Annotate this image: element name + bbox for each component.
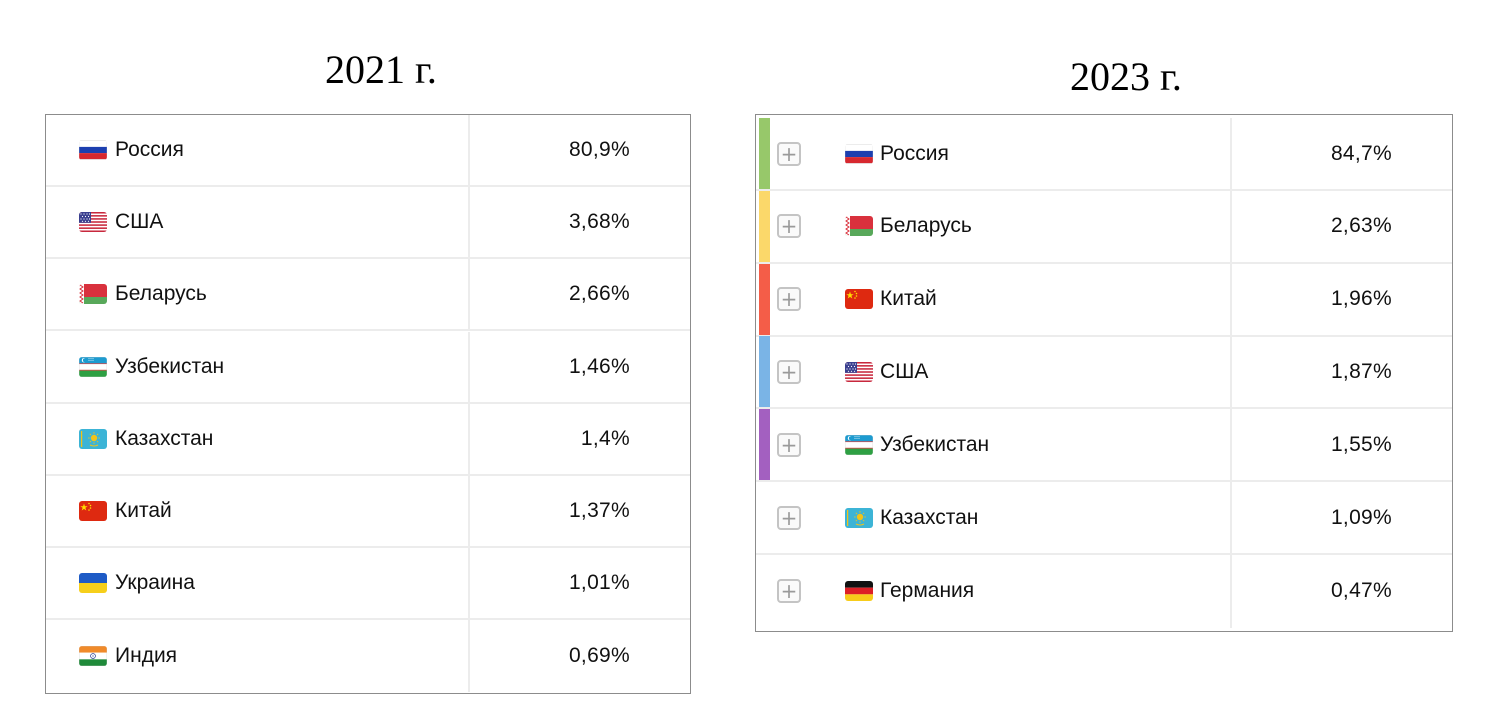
- table-row: + Китай 1,96%: [756, 263, 1452, 337]
- expand-plus-icon[interactable]: +: [777, 359, 801, 384]
- expand-plus-icon[interactable]: +: [777, 579, 801, 604]
- country-cell: + Китай: [756, 263, 1232, 335]
- country-cell: + США: [756, 336, 1232, 408]
- country-cell: + Россия: [756, 118, 1232, 189]
- table-row: + Россия 84,7%: [756, 118, 1452, 191]
- country-name: США: [880, 359, 929, 383]
- us-flag-icon: [79, 212, 107, 233]
- expand-plus-icon[interactable]: +: [777, 287, 801, 312]
- series-color-bar: [759, 190, 770, 262]
- share-value: 80,9%: [568, 138, 630, 161]
- country-name: Узбекистан: [880, 432, 990, 456]
- country-name: Россия: [115, 138, 184, 161]
- country-cell: + Узбекистан: [756, 409, 1232, 481]
- share-value: 1,87%: [1330, 359, 1392, 383]
- share-value: 1,55%: [1330, 432, 1392, 456]
- cn-flag-icon: [845, 289, 873, 310]
- country-name: Россия: [880, 141, 949, 165]
- table-row: + Узбекистан 1,55%: [756, 409, 1452, 483]
- table-row: + Казахстан 1,09%: [756, 482, 1452, 555]
- country-cell: Украина: [46, 548, 470, 619]
- expand-plus-icon[interactable]: +: [777, 214, 801, 239]
- series-color-bar: [759, 409, 770, 481]
- country-name: Китай: [115, 499, 172, 522]
- country-cell: + Казахстан: [756, 482, 1232, 553]
- by-flag-icon: [845, 216, 873, 237]
- table-row: Китай 1,37%: [46, 476, 690, 548]
- ru-flag-icon: [79, 140, 107, 160]
- country-cell: + Германия: [756, 554, 1232, 628]
- share-value: 3,68%: [568, 210, 630, 234]
- share-value: 1,46%: [568, 354, 630, 378]
- country-name: Китай: [880, 287, 937, 311]
- in-flag-icon: [79, 646, 107, 667]
- table-row: Украина 1,01%: [46, 548, 690, 621]
- table-row: + Беларусь 2,63%: [756, 190, 1452, 264]
- table-row: + Германия 0,47%: [756, 554, 1452, 628]
- expand-plus-icon[interactable]: +: [777, 505, 801, 530]
- table-row: Индия 0,69%: [46, 620, 690, 693]
- right-table-title: 2023 г.: [1070, 54, 1182, 99]
- country-cell: Россия: [46, 115, 470, 185]
- table-row: Казахстан 1,4%: [46, 403, 690, 476]
- country-name: Казахстан: [115, 426, 214, 450]
- kz-flag-icon: [79, 428, 107, 449]
- country-name: Украина: [115, 571, 195, 595]
- share-value: 1,4%: [580, 426, 630, 450]
- country-cell: Беларусь: [46, 259, 470, 330]
- uz-flag-icon: [845, 434, 873, 455]
- uz-flag-icon: [79, 356, 107, 377]
- country-name: Беларусь: [115, 282, 207, 306]
- series-color-bar: [759, 336, 770, 408]
- country-cell: Узбекистан: [46, 331, 470, 402]
- share-value: 2,66%: [568, 282, 630, 306]
- country-name: Германия: [880, 579, 975, 603]
- left-table-title: 2021 г.: [325, 47, 437, 92]
- de-flag-icon: [845, 581, 873, 602]
- table-row: Беларусь 2,66%: [46, 259, 690, 332]
- country-name: Казахстан: [880, 505, 979, 529]
- table-row: США 3,68%: [46, 187, 690, 260]
- share-value: 1,09%: [1330, 505, 1392, 529]
- kz-flag-icon: [845, 507, 873, 528]
- country-name: Индия: [115, 644, 178, 668]
- country-share-table-2021: Россия 80,9% США 3,68% Беларусь 2,66% Узбекист…: [45, 114, 691, 694]
- table-row: Узбекистан 1,46%: [46, 331, 690, 404]
- cn-flag-icon: [79, 501, 107, 521]
- table-row: Россия 80,9%: [46, 115, 690, 187]
- share-value: 1,37%: [568, 499, 630, 522]
- country-share-table-2023: + Россия 84,7% + Беларусь 2,63% + Китай 1,96% + СШ…: [755, 114, 1453, 632]
- expand-plus-icon[interactable]: +: [777, 141, 801, 166]
- ua-flag-icon: [79, 573, 107, 594]
- series-color-bar: [759, 118, 770, 189]
- share-value: 1,96%: [1330, 287, 1392, 311]
- country-cell: Китай: [46, 476, 470, 546]
- country-name: США: [115, 210, 164, 234]
- share-value: 1,01%: [568, 571, 630, 595]
- share-value: 0,69%: [568, 644, 630, 668]
- country-cell: Индия: [46, 620, 470, 693]
- country-name: Узбекистан: [115, 354, 225, 378]
- series-color-bar: [759, 263, 770, 335]
- by-flag-icon: [79, 284, 107, 305]
- expand-plus-icon[interactable]: +: [777, 432, 801, 457]
- share-value: 2,63%: [1330, 214, 1392, 238]
- share-value: 0,47%: [1330, 579, 1392, 603]
- share-value: 84,7%: [1330, 141, 1392, 165]
- country-name: Беларусь: [880, 214, 972, 238]
- country-cell: США: [46, 187, 470, 258]
- us-flag-icon: [845, 361, 873, 382]
- ru-flag-icon: [845, 143, 873, 164]
- country-cell: + Беларусь: [756, 190, 1232, 262]
- table-row: + США 1,87%: [756, 336, 1452, 410]
- country-cell: Казахстан: [46, 403, 470, 474]
